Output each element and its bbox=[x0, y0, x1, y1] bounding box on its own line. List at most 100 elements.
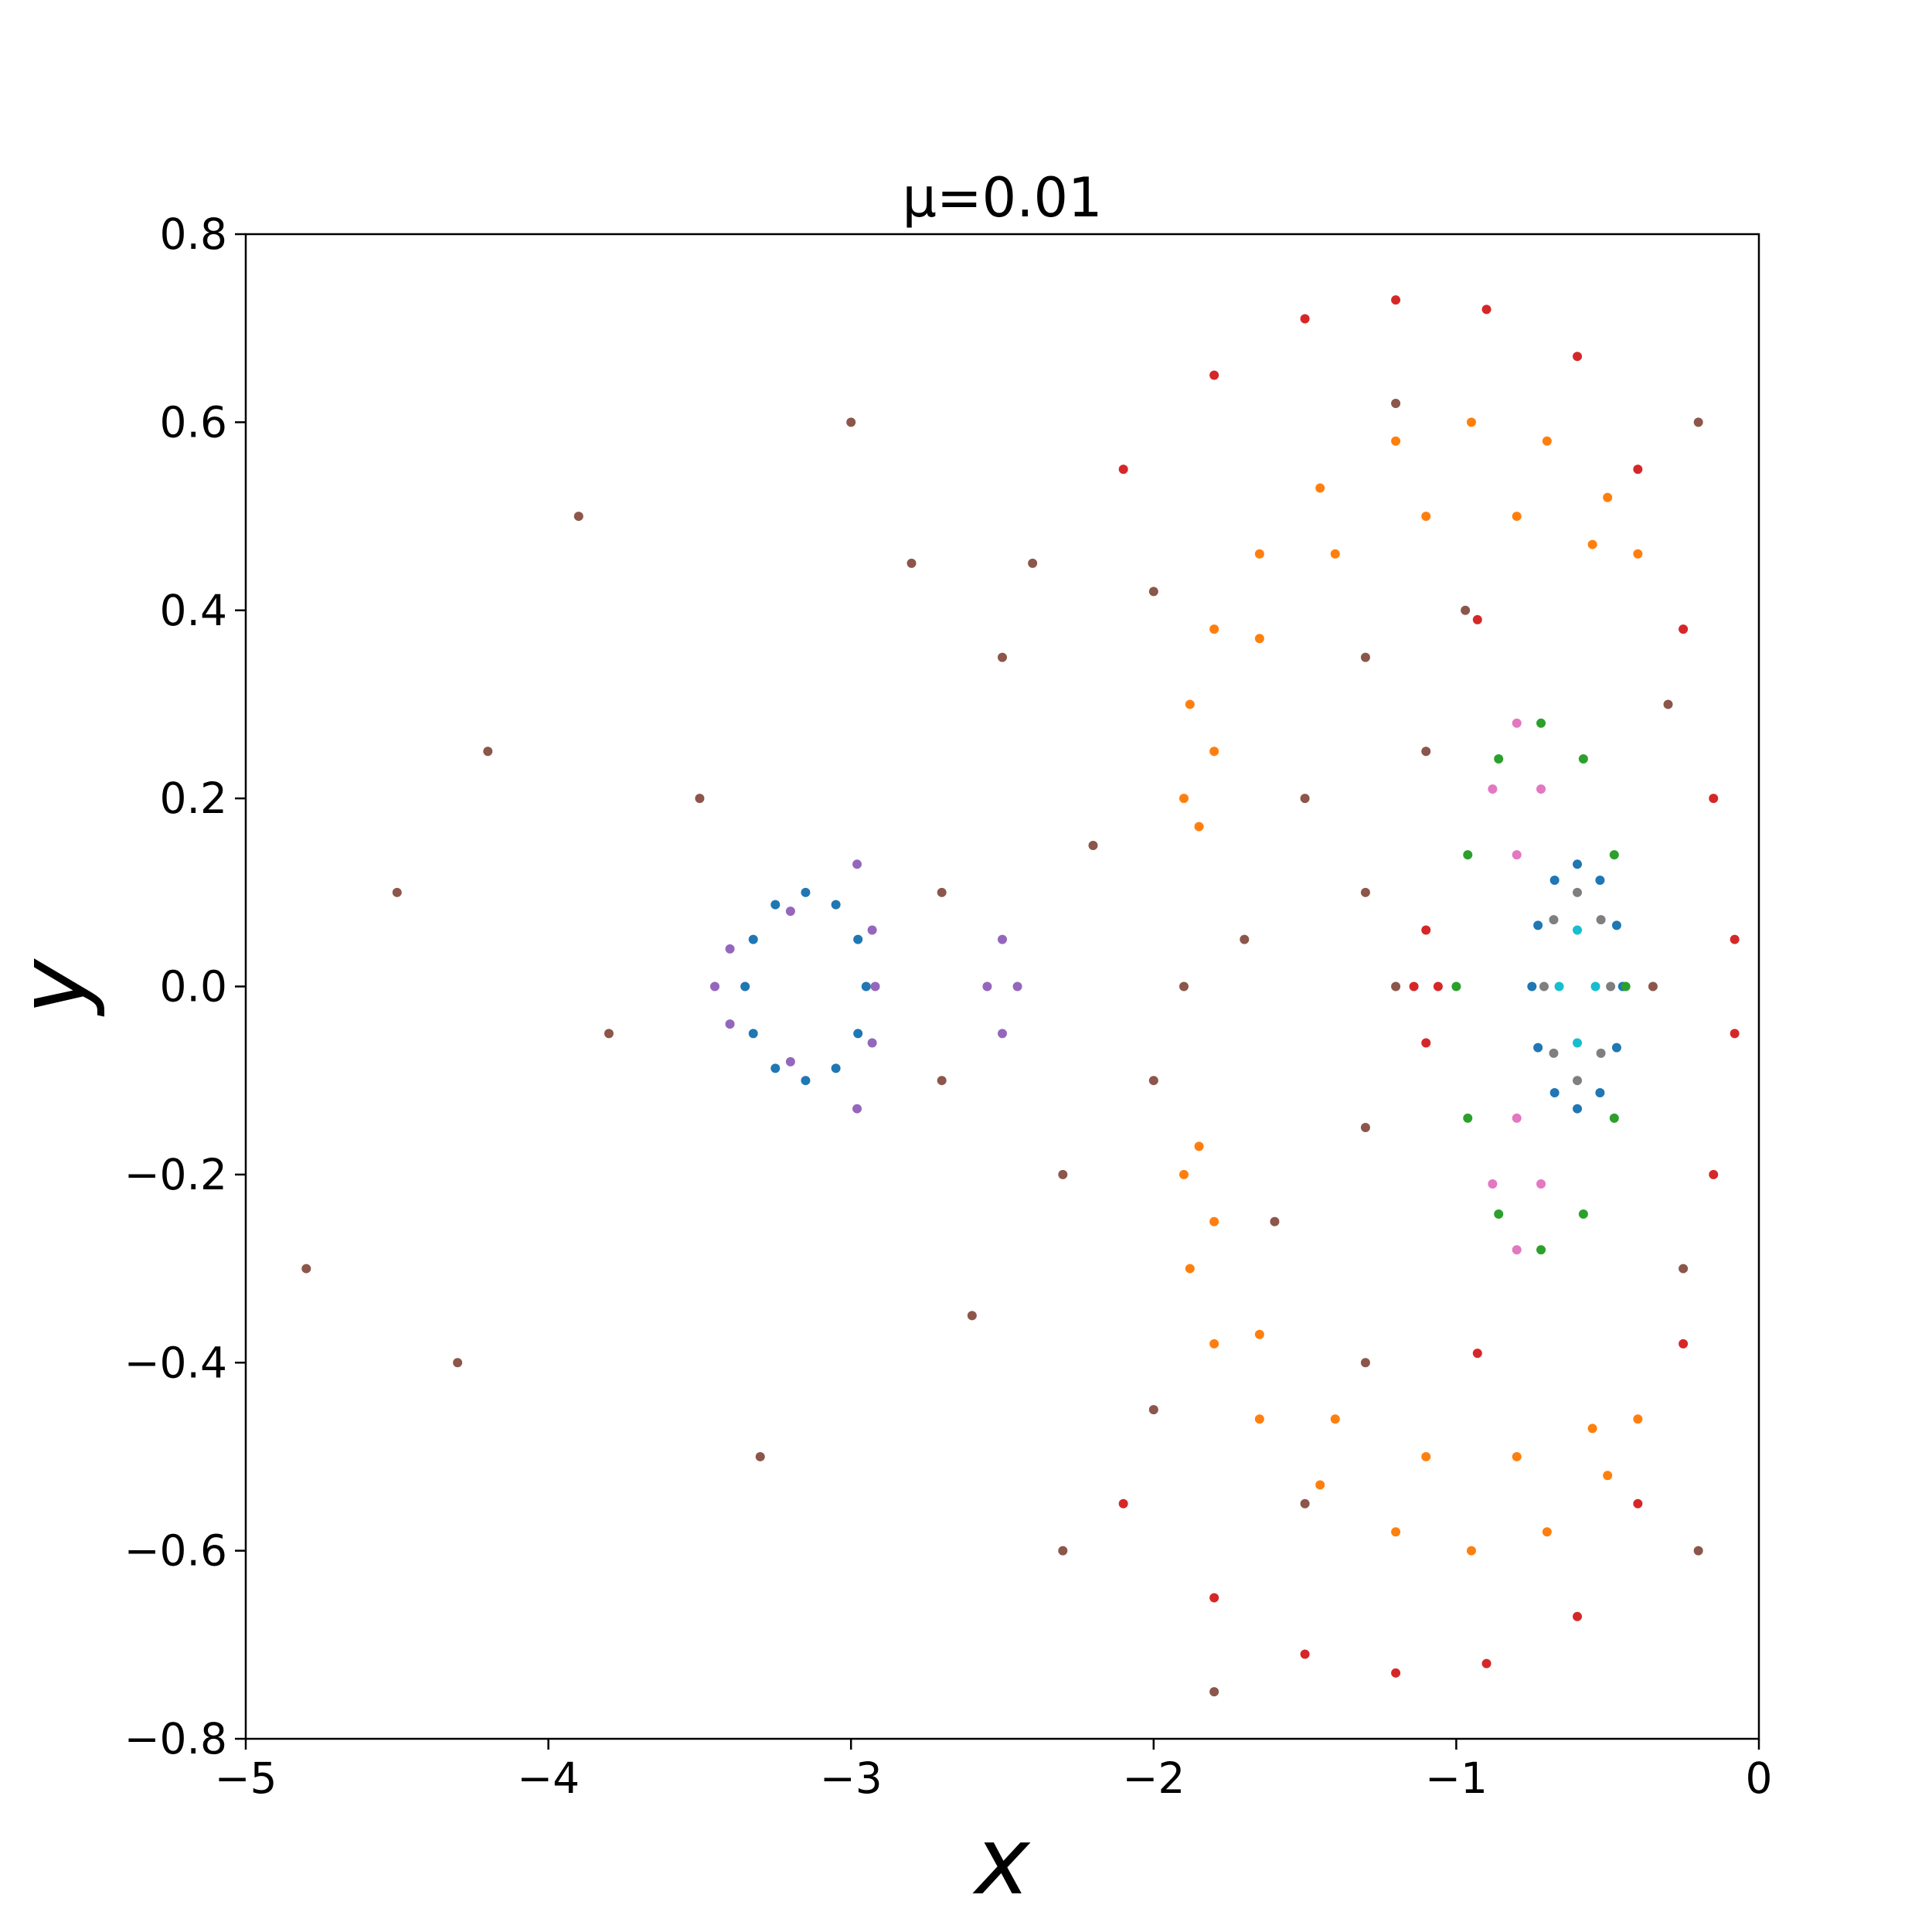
data-point bbox=[1391, 1668, 1401, 1678]
data-point bbox=[1254, 634, 1264, 644]
data-point bbox=[1360, 1123, 1370, 1133]
data-point bbox=[695, 794, 705, 804]
data-point bbox=[831, 1063, 841, 1073]
data-point bbox=[852, 859, 862, 869]
data-point bbox=[1527, 981, 1537, 992]
data-point bbox=[1409, 981, 1419, 992]
data-point bbox=[1596, 915, 1606, 925]
x-tick-label: −1 bbox=[1425, 1753, 1488, 1803]
data-point bbox=[1028, 558, 1038, 568]
data-point bbox=[1058, 1169, 1068, 1179]
data-point bbox=[1693, 1546, 1703, 1556]
data-point bbox=[967, 1311, 977, 1321]
data-point bbox=[483, 747, 493, 757]
data-point bbox=[755, 1451, 765, 1461]
data-point bbox=[853, 1029, 863, 1039]
data-point bbox=[1451, 981, 1461, 992]
data-point bbox=[1573, 1611, 1583, 1621]
data-point bbox=[1536, 784, 1546, 794]
data-point bbox=[1185, 699, 1195, 709]
data-point bbox=[1633, 1414, 1643, 1424]
data-point bbox=[998, 934, 1007, 944]
data-point bbox=[1240, 934, 1250, 944]
data-point bbox=[1461, 605, 1471, 615]
data-point bbox=[1330, 549, 1340, 559]
data-point bbox=[709, 981, 719, 992]
data-point bbox=[770, 1063, 781, 1073]
data-point bbox=[1609, 1113, 1619, 1123]
data-point bbox=[748, 1029, 758, 1039]
x-axis-label: x bbox=[971, 1808, 1031, 1916]
data-point bbox=[1315, 1480, 1325, 1490]
data-point bbox=[1488, 784, 1498, 794]
data-point bbox=[937, 1076, 947, 1086]
data-point bbox=[1185, 1264, 1195, 1274]
data-point bbox=[1391, 981, 1401, 992]
data-point bbox=[1512, 1113, 1522, 1123]
data-point bbox=[1209, 1216, 1219, 1226]
data-point bbox=[937, 887, 947, 897]
data-point bbox=[1679, 1264, 1689, 1274]
data-point bbox=[1330, 1414, 1340, 1424]
data-point bbox=[770, 900, 781, 910]
x-tick-label: −5 bbox=[214, 1753, 277, 1803]
data-point bbox=[1595, 1088, 1605, 1098]
y-tick-label: −0.8 bbox=[124, 1714, 227, 1764]
data-point bbox=[1539, 981, 1549, 992]
data-point bbox=[1578, 754, 1588, 764]
data-point bbox=[725, 944, 735, 954]
data-point bbox=[853, 934, 863, 944]
data-point bbox=[1254, 549, 1264, 559]
data-point bbox=[1573, 352, 1583, 362]
data-point bbox=[604, 1029, 614, 1039]
data-point bbox=[1512, 512, 1522, 522]
data-point bbox=[392, 887, 402, 897]
data-point bbox=[1391, 1527, 1401, 1537]
data-point bbox=[1391, 436, 1401, 446]
data-point bbox=[1573, 887, 1583, 897]
data-point bbox=[1573, 1104, 1583, 1114]
data-point bbox=[1472, 614, 1482, 624]
data-point bbox=[1421, 925, 1431, 935]
data-point bbox=[785, 1056, 795, 1066]
y-tick-label: 0.0 bbox=[160, 962, 227, 1012]
data-point bbox=[1590, 981, 1600, 992]
data-point bbox=[1194, 1141, 1204, 1151]
data-point bbox=[1391, 295, 1401, 305]
data-point bbox=[1270, 1216, 1280, 1226]
data-point bbox=[1300, 1498, 1310, 1509]
data-point bbox=[1603, 1471, 1613, 1481]
data-point bbox=[852, 1104, 862, 1114]
data-point bbox=[1512, 718, 1522, 728]
data-point bbox=[1118, 1498, 1128, 1509]
y-tick-label: 0.8 bbox=[160, 209, 227, 259]
data-point bbox=[867, 925, 877, 935]
data-point bbox=[1179, 794, 1189, 804]
data-point bbox=[1179, 981, 1189, 992]
y-tick-label: 0.4 bbox=[160, 586, 227, 635]
data-point bbox=[1058, 1546, 1068, 1556]
data-point bbox=[1421, 747, 1431, 757]
data-point bbox=[1512, 1451, 1522, 1461]
data-point bbox=[1300, 1649, 1310, 1659]
data-point bbox=[1209, 624, 1219, 634]
data-point bbox=[1611, 920, 1621, 930]
data-point bbox=[301, 1264, 311, 1274]
x-tick-label: −4 bbox=[517, 1753, 580, 1803]
data-point bbox=[1536, 718, 1546, 728]
data-point bbox=[1209, 1338, 1219, 1349]
data-point bbox=[1709, 1169, 1719, 1179]
data-point bbox=[1730, 934, 1740, 944]
data-point bbox=[1606, 981, 1616, 992]
data-point bbox=[1648, 981, 1658, 992]
data-point bbox=[1633, 1498, 1643, 1509]
data-point bbox=[740, 981, 750, 992]
data-point bbox=[1549, 1088, 1560, 1098]
y-axis-label: y bbox=[0, 958, 107, 1017]
data-point bbox=[1421, 1038, 1431, 1048]
data-point bbox=[1463, 1113, 1473, 1123]
data-point bbox=[1148, 587, 1158, 597]
data-point bbox=[1549, 1048, 1559, 1058]
data-point bbox=[1573, 859, 1583, 869]
